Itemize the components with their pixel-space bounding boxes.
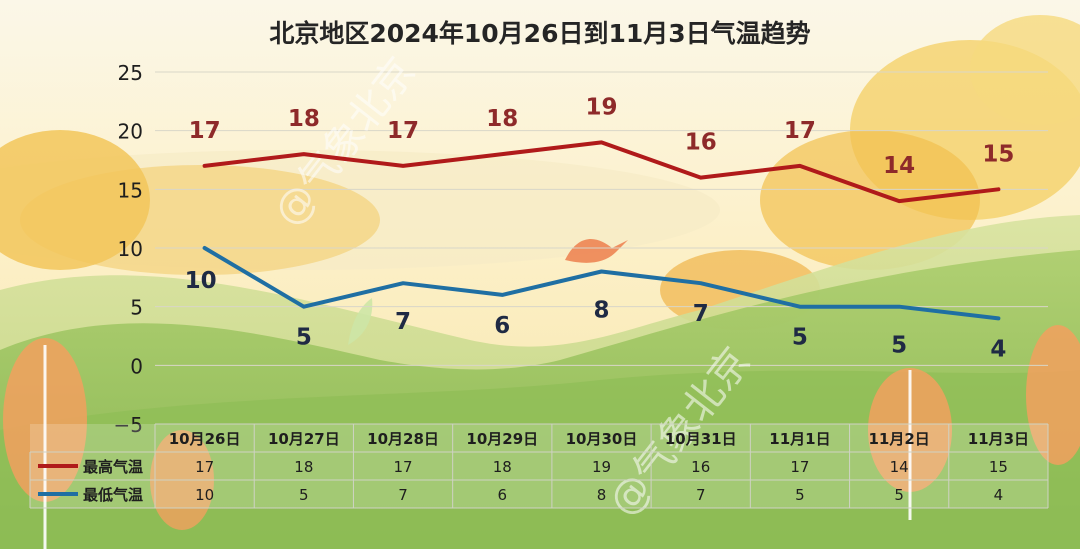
data-label-high: 19 xyxy=(585,94,617,120)
y-tick-label: 5 xyxy=(130,296,143,320)
table-cell-value: 7 xyxy=(398,486,408,504)
table-cell-value: 17 xyxy=(394,458,413,476)
x-tick-label: 10月29日 xyxy=(466,430,538,448)
data-label-low: 6 xyxy=(494,313,510,339)
table-cell-value: 18 xyxy=(493,458,512,476)
data-label-high: 17 xyxy=(189,118,221,144)
table-cell-value: 5 xyxy=(299,486,309,504)
legend-label: 最高气温 xyxy=(83,458,143,476)
data-label-low: 5 xyxy=(891,333,907,359)
data-label-low: 10 xyxy=(185,268,217,294)
table-cell-value: 8 xyxy=(597,486,607,504)
table-background xyxy=(30,424,1048,508)
y-tick-label: 10 xyxy=(118,237,143,261)
data-label-high: 18 xyxy=(288,106,320,132)
data-table: 10月26日 10月27日 10月28日 10月29日 10月30日 10月31日 11月1… xyxy=(29,423,1049,509)
table-cell-value: 17 xyxy=(195,458,214,476)
table-cell-value: 6 xyxy=(498,486,508,504)
data-label-low: 8 xyxy=(593,297,609,323)
y-axis: 25 20 15 10 5 0 −5 xyxy=(114,61,143,437)
table-cell-value: 17 xyxy=(790,458,809,476)
series-line-high xyxy=(202,140,1001,204)
data-label-high: 17 xyxy=(387,118,419,144)
table-cell-value: 7 xyxy=(696,486,706,504)
table-cell-value: 14 xyxy=(890,458,909,476)
data-label-low: 7 xyxy=(693,301,709,327)
data-label-low: 7 xyxy=(395,309,411,335)
table-cell-value: 5 xyxy=(894,486,904,504)
y-tick-label: 20 xyxy=(118,120,143,144)
data-label-high: 18 xyxy=(486,106,518,132)
y-tick-label: 25 xyxy=(118,61,143,85)
x-tick-label: 10月27日 xyxy=(268,430,340,448)
table-cell-value: 10 xyxy=(195,486,214,504)
data-label-low: 4 xyxy=(990,336,1006,362)
data-label-low: 5 xyxy=(792,325,808,351)
data-label-high: 16 xyxy=(685,130,717,156)
table-cell-value: 19 xyxy=(592,458,611,476)
table-cell-value: 5 xyxy=(795,486,805,504)
x-tick-label: 10月31日 xyxy=(665,430,737,448)
chart-title: 北京地区2024年10月26日到11月3日气温趋势 xyxy=(269,19,810,48)
y-tick-label: −5 xyxy=(114,413,143,437)
y-tick-label: 15 xyxy=(118,178,143,202)
data-label-high: 15 xyxy=(982,141,1014,167)
data-label-low: 5 xyxy=(296,325,312,351)
data-label-high: 14 xyxy=(883,153,915,179)
x-tick-label: 11月1日 xyxy=(769,430,830,448)
y-tick-label: 0 xyxy=(130,354,143,378)
table-cell-value: 15 xyxy=(989,458,1008,476)
table-cell-value: 4 xyxy=(994,486,1004,504)
series-line-low xyxy=(202,246,1001,321)
x-tick-label: 11月2日 xyxy=(869,430,930,448)
table-cell-value: 16 xyxy=(691,458,710,476)
x-tick-label: 10月28日 xyxy=(367,430,439,448)
table-cell-value: 18 xyxy=(294,458,313,476)
series-layer: 17 18 17 18 19 16 17 14 15 10 5 7 6 8 7 5 5 4 xyxy=(185,94,1015,362)
x-tick-label: 11月3日 xyxy=(968,430,1029,448)
x-tick-label: 10月30日 xyxy=(566,430,638,448)
legend-label: 最低气温 xyxy=(83,486,143,504)
data-label-high: 17 xyxy=(784,118,816,144)
x-tick-label: 10月26日 xyxy=(169,430,241,448)
